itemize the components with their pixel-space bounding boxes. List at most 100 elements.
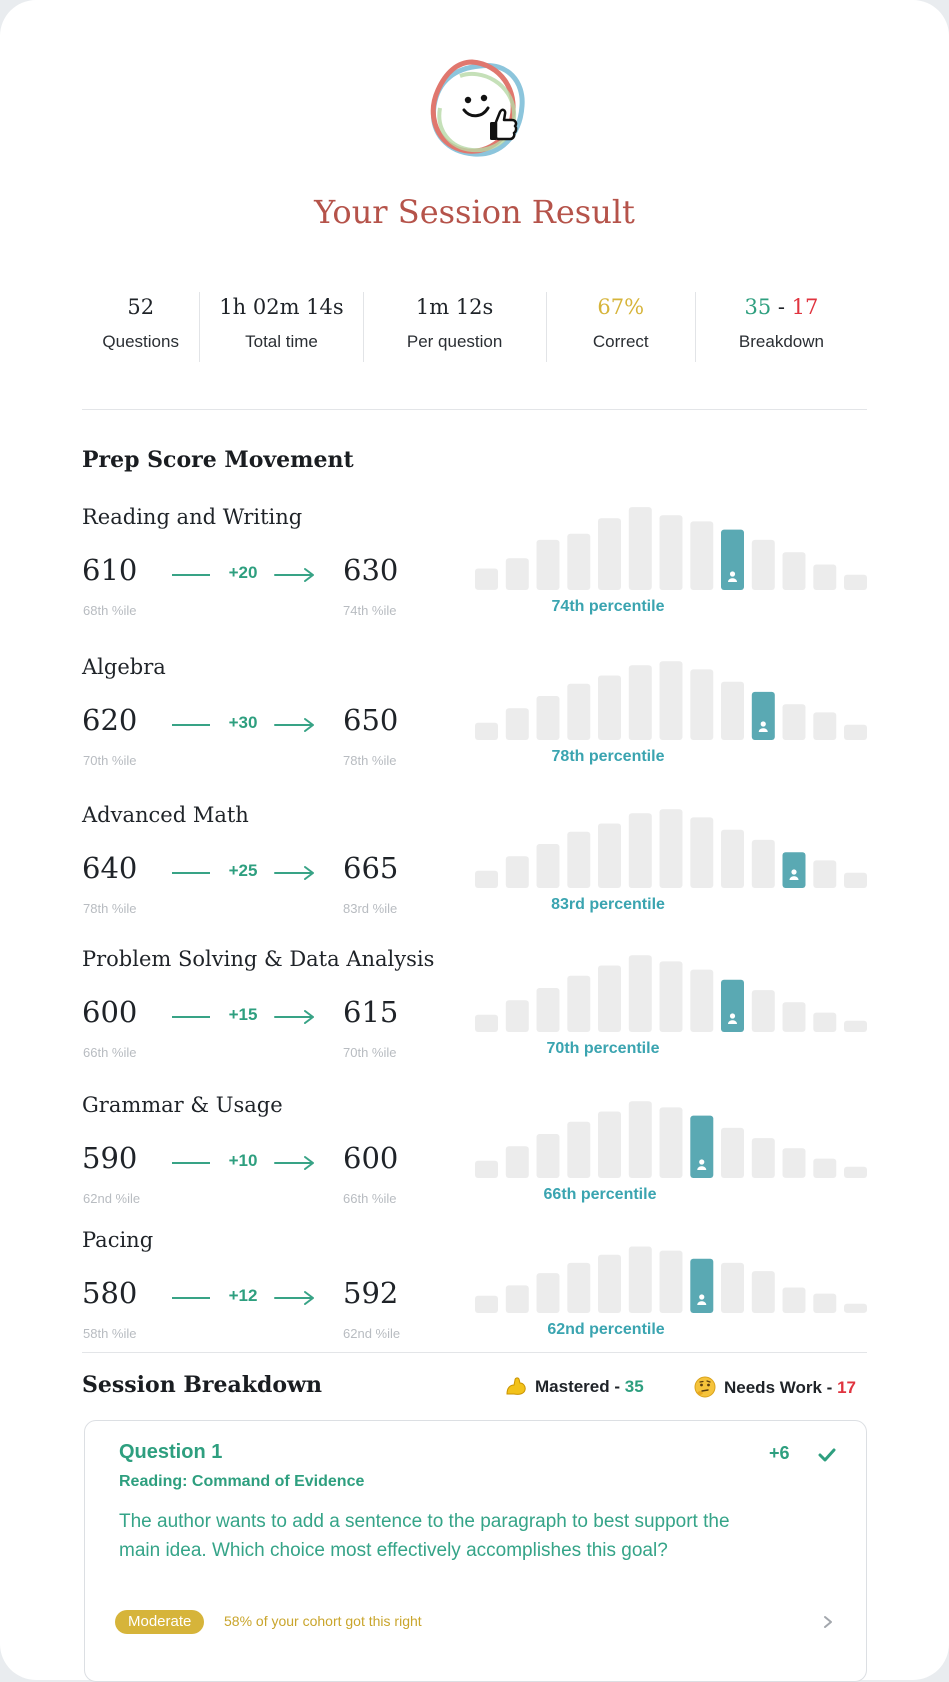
distribution-bar [813, 1293, 837, 1313]
mastered-legend: Mastered - 35 [505, 1376, 644, 1397]
metric-name: Grammar & Usage [82, 1093, 283, 1117]
score-to: 600 [343, 1141, 399, 1175]
distribution-bar [475, 568, 498, 590]
arrow-line [172, 1297, 210, 1299]
stat-value: 1m 12s [415, 295, 494, 319]
distribution-bar [659, 1250, 683, 1313]
percentile-label: 78th percentile [551, 748, 665, 765]
distribution-bar [721, 1262, 744, 1313]
percentile-to: 70th %ile [343, 1045, 397, 1060]
flexed-arm-icon [506, 1377, 526, 1395]
score-from: 640 [82, 851, 138, 885]
stat-value: 1h 02m 14s [219, 295, 344, 319]
score-to: 630 [343, 553, 399, 587]
distribution-bar [475, 722, 498, 740]
distribution-bar [505, 1000, 529, 1032]
percentile-label: 74th percentile [551, 598, 665, 615]
distribution-bar [567, 1121, 591, 1178]
user-icon [728, 571, 737, 582]
score-delta: +15 [228, 1005, 258, 1024]
distribution-bar [844, 574, 867, 590]
score-delta: +30 [228, 713, 258, 732]
metric-name: Reading and Writing [82, 505, 303, 529]
score-from: 600 [82, 995, 138, 1029]
score-to: 665 [343, 851, 399, 885]
stat-label: Per question [406, 332, 503, 351]
percentile-label: 70th percentile [546, 1040, 660, 1057]
session-stats: 52 Questions 1h 02m 14s Total time 1m 12… [82, 292, 867, 362]
stat-label: Questions [102, 332, 179, 351]
breakdown-correct-count: 35 [744, 295, 772, 319]
percentile-from: 58th %ile [83, 1326, 137, 1341]
distribution-bar [598, 518, 621, 590]
distribution-bar [844, 1020, 867, 1032]
arrow-right-icon [274, 866, 314, 880]
distribution-bar [536, 539, 560, 590]
distribution-bar [628, 813, 652, 888]
percentile-from: 70th %ile [83, 753, 137, 768]
distribution-bar [536, 988, 560, 1032]
distribution-bar [813, 1012, 837, 1032]
user-icon [758, 721, 768, 732]
distribution-bar [844, 1166, 867, 1178]
percentile-from: 66th %ile [83, 1045, 137, 1060]
metric-name: Algebra [82, 655, 166, 679]
breakdown-separator: - [777, 295, 785, 319]
stat-value: 35 - 17 [744, 292, 818, 322]
distribution-bar [598, 1111, 621, 1178]
distribution-bar [598, 1254, 621, 1313]
user-icon [697, 1159, 707, 1170]
highlighted-bar [690, 1115, 714, 1178]
percentile-to: 62nd %ile [343, 1326, 401, 1341]
percentile-label: 66th percentile [543, 1186, 657, 1203]
difficulty-badge: Moderate [115, 1610, 205, 1634]
cohort-stat: 58% of your cohort got this right [224, 1613, 422, 1629]
distribution-bar [782, 704, 806, 740]
distribution-bar [536, 1273, 560, 1313]
distribution-bar [536, 696, 560, 740]
arrow-line [172, 1016, 210, 1018]
stat-per-question: 1m 12s Per question [364, 292, 547, 362]
percentile-from: 78th %ile [83, 901, 137, 916]
chevron-right-icon[interactable] [823, 1615, 833, 1629]
stat-label: Total time [245, 332, 318, 351]
distribution-bar [844, 1303, 867, 1313]
needs-work-label: Needs Work - [724, 1378, 838, 1397]
divider [82, 409, 867, 410]
distribution-bar [813, 1158, 837, 1178]
distribution-bar [598, 823, 621, 888]
distribution-bar [505, 1146, 529, 1178]
arrow-line [172, 872, 210, 874]
question-category: Reading: Command of Evidence [119, 1473, 365, 1490]
score-delta: +20 [228, 563, 258, 582]
distribution-bar [628, 1101, 652, 1178]
distribution-bar [628, 665, 652, 740]
percentile-from: 62nd %ile [83, 1191, 141, 1206]
question-card[interactable]: Question 1 Reading: Command of Evidence … [84, 1420, 867, 1682]
stat-total-time: 1h 02m 14s Total time [200, 292, 364, 362]
distribution-bar [844, 872, 867, 888]
distribution-bar [813, 860, 837, 888]
metric-name: Problem Solving & Data Analysis [82, 947, 435, 971]
percentile-distribution-chart [475, 809, 867, 888]
score-to: 615 [343, 995, 399, 1029]
distribution-bar [813, 712, 837, 740]
distribution-bar [536, 1134, 560, 1178]
distribution-bar [567, 533, 591, 590]
distribution-bar [690, 521, 714, 590]
percentile-to: 78th %ile [343, 753, 397, 768]
highlighted-bar [721, 979, 744, 1032]
arrow-line [172, 1162, 210, 1164]
breakdown-wrong-count: 17 [791, 295, 819, 319]
arrow-line [172, 574, 210, 576]
score-delta: +25 [228, 861, 258, 880]
arrow-right-icon [274, 718, 314, 732]
distribution-bar [567, 1262, 591, 1313]
distribution-bar [782, 1148, 806, 1178]
score-to: 592 [343, 1276, 399, 1310]
distribution-bar [751, 1138, 775, 1178]
mastered-count: 35 [624, 1377, 644, 1396]
percentile-label: 83rd percentile [551, 896, 665, 913]
distribution-bar [721, 1127, 744, 1178]
